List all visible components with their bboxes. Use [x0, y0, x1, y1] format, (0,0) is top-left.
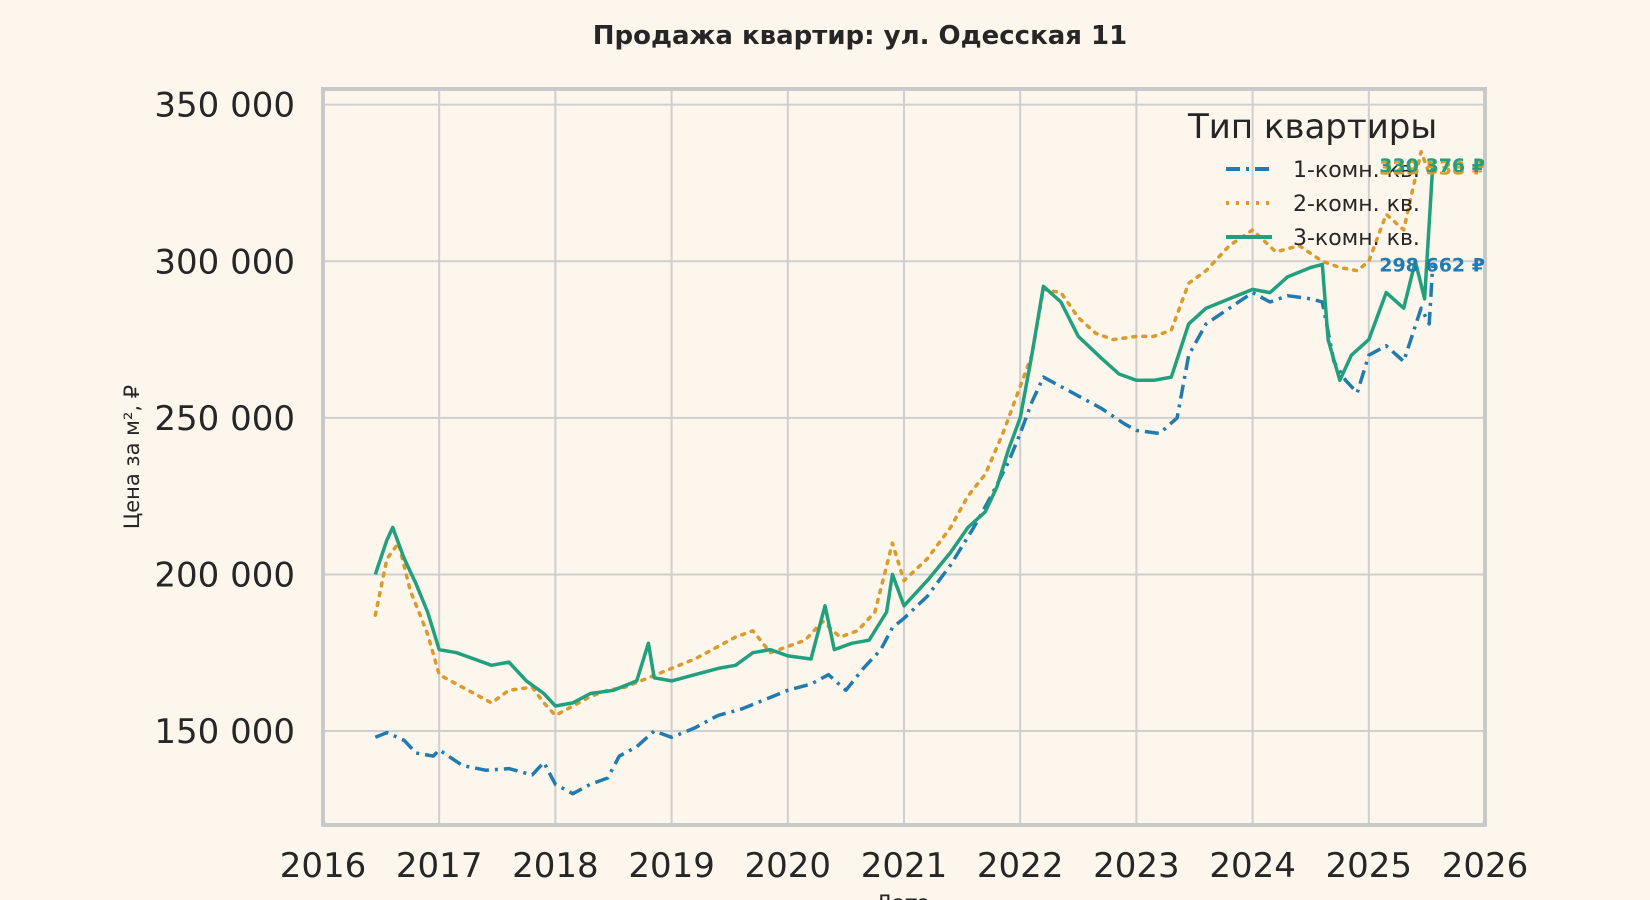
- legend-label: 3-комн. кв.: [1293, 226, 1420, 251]
- tick-layer: 2016 2017 2018 2019 2020 2021 2022 2023 2024 2025…: [154, 86, 1528, 886]
- y-tick-label: 300 000: [154, 242, 295, 282]
- x-tick-label: 2022: [977, 846, 1064, 886]
- x-tick-label: 2025: [1326, 846, 1413, 886]
- legend-label: 2-комн. кв.: [1293, 192, 1420, 217]
- x-axis-label: Дата: [876, 891, 930, 900]
- x-tick-label: 2017: [396, 846, 483, 886]
- x-tick-label: 2020: [745, 846, 832, 886]
- x-tick-label: 2021: [861, 846, 948, 886]
- x-tick-label: 2018: [512, 846, 599, 886]
- series-line-2: [373, 149, 1435, 718]
- end-value-label: 330 376 ₽: [1379, 155, 1485, 177]
- legend: Тип квартиры 1-комн. кв. 2-комн. кв. 3-ком…: [1187, 107, 1437, 251]
- x-tick-label: 2019: [628, 846, 715, 886]
- series-layer: [373, 149, 1435, 796]
- legend-label: 1-комн. кв.: [1293, 158, 1420, 183]
- y-tick-label: 150 000: [154, 712, 295, 752]
- end-value-label: 329 538 ₽: [1379, 158, 1485, 180]
- x-tick-label: 2016: [280, 846, 367, 886]
- y-tick-label: 250 000: [154, 399, 295, 439]
- x-tick-label: 2026: [1442, 846, 1529, 886]
- legend-title: Тип квартиры: [1187, 107, 1437, 147]
- series-line-1: [374, 265, 1435, 796]
- series-line-3: [373, 165, 1435, 708]
- y-axis-label: Цена за м², ₽: [120, 385, 144, 529]
- x-tick-label: 2024: [1209, 846, 1296, 886]
- x-tick-label: 2023: [1093, 846, 1180, 886]
- chart-title: Продажа квартир: ул. Одесская 11: [593, 21, 1127, 51]
- y-tick-label: 350 000: [154, 86, 295, 126]
- y-tick-label: 200 000: [154, 555, 295, 595]
- end-labels: 298 662 ₽ 329 538 ₽330 376 ₽: [1379, 155, 1485, 276]
- plot-frame: [321, 87, 1487, 827]
- legend-items: 1-комн. кв. 2-комн. кв. 3-комн. кв.: [1226, 158, 1420, 251]
- end-value-label: 298 662 ₽: [1379, 254, 1485, 276]
